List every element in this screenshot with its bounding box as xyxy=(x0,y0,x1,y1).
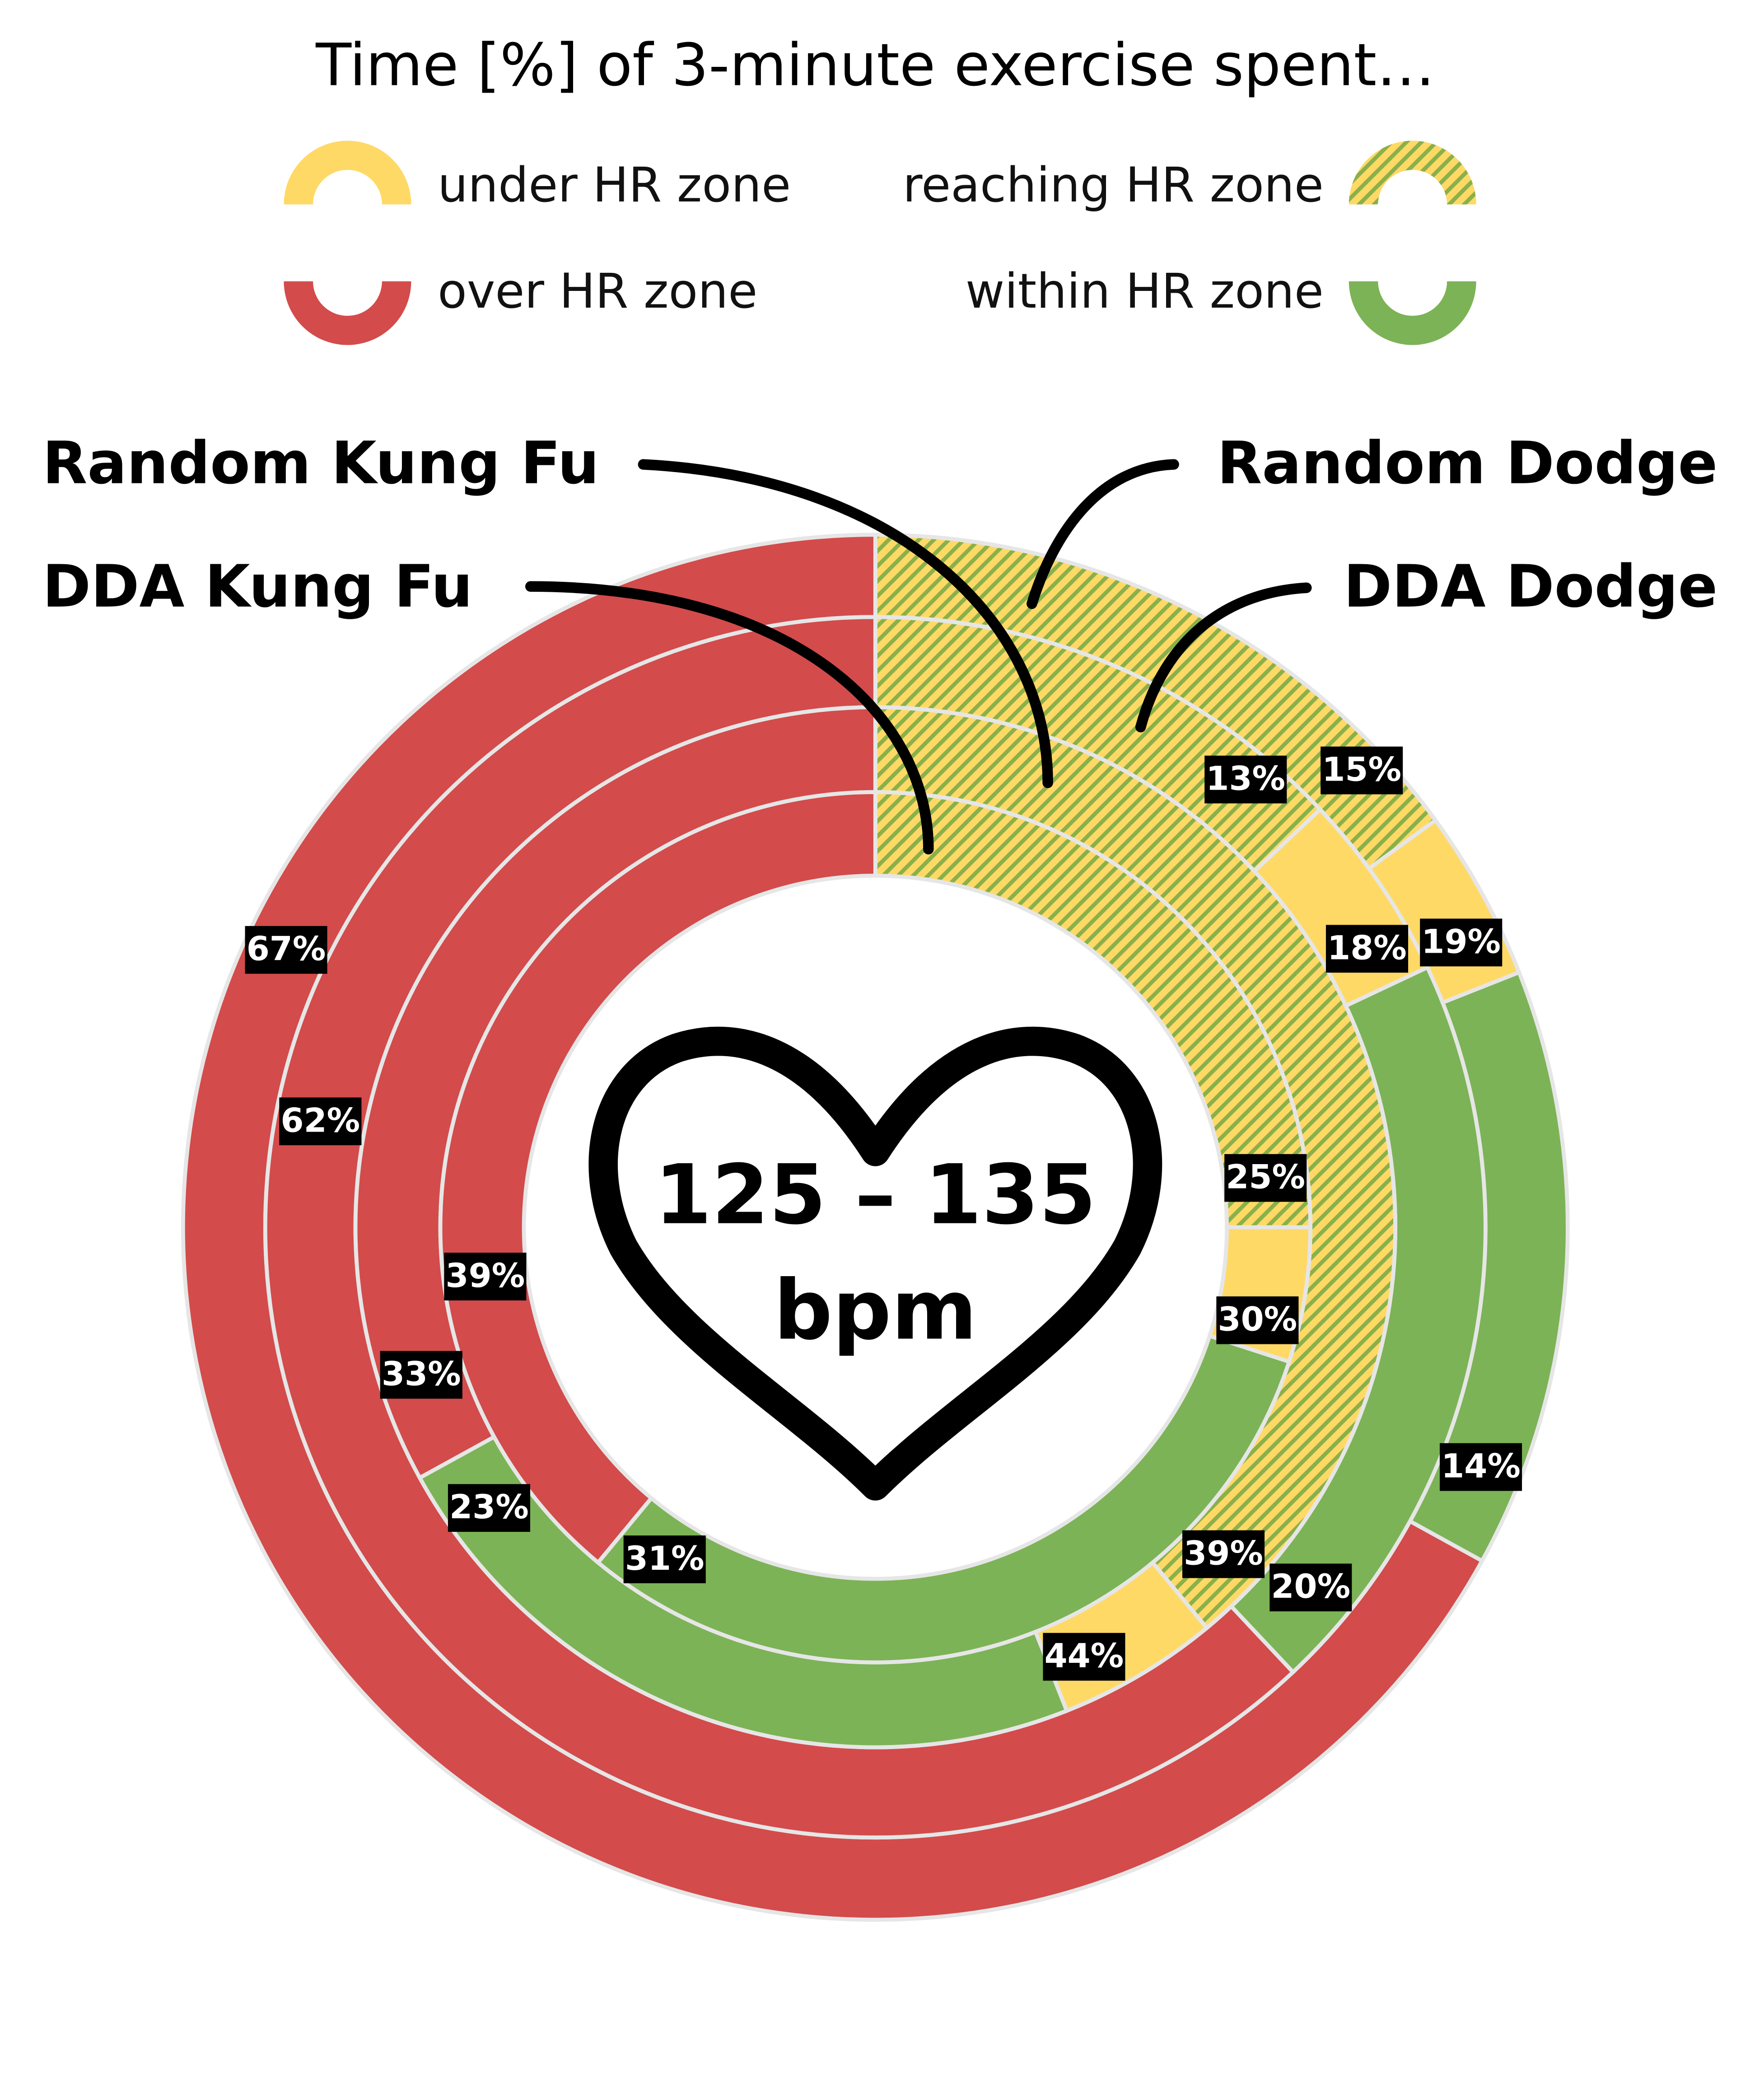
value-label-text: 44% xyxy=(1045,1637,1124,1675)
value-label-bg xyxy=(1325,925,1409,973)
legend-swatch xyxy=(1349,281,1476,345)
value-label-bg xyxy=(1043,1633,1125,1681)
legend-swatch xyxy=(284,281,411,345)
value-label-text: 20% xyxy=(1271,1568,1350,1606)
value-label-text: 19% xyxy=(1421,922,1501,961)
value-label-text: 13% xyxy=(1206,760,1285,798)
value-label-text: 31% xyxy=(625,1540,705,1578)
value-label-bg xyxy=(444,1253,527,1301)
value-label-text: 39% xyxy=(1184,1534,1263,1572)
value-label-bg xyxy=(448,1484,531,1532)
value-label-bg xyxy=(1224,1154,1307,1202)
value-label: 67% xyxy=(245,926,327,974)
callout-line xyxy=(1027,459,1179,609)
rings xyxy=(181,533,1570,1922)
value-label: 13% xyxy=(1204,755,1287,804)
value-label-bg xyxy=(1269,1563,1352,1612)
legend-label: within HR zone xyxy=(966,263,1324,319)
heart-icon xyxy=(588,1026,1162,1501)
callout-line xyxy=(1135,582,1312,733)
series-label: DDA Kung Fu xyxy=(42,553,473,621)
legend: under HR zone reaching HR zone over HR zon… xyxy=(284,140,1476,345)
value-label-text: 23% xyxy=(449,1488,529,1526)
center-label: 125 – 135 xyxy=(654,1147,1096,1243)
value-label-bg xyxy=(1440,1443,1522,1491)
value-label: 20% xyxy=(1269,1563,1352,1612)
value-label-text: 33% xyxy=(382,1355,461,1393)
value-label-text: 14% xyxy=(1441,1447,1521,1486)
legend-label: under HR zone xyxy=(438,157,791,213)
value-label: 15% xyxy=(1321,746,1403,795)
value-labels: 15% 19% 14% 67% 13% 18% 20% 62% 39% 44% 23% 33% 25% 3… xyxy=(245,746,1522,1681)
value-label-bg xyxy=(623,1535,706,1583)
value-label-text: 30% xyxy=(1218,1301,1297,1339)
value-label-bg xyxy=(1216,1296,1299,1344)
value-label-bg xyxy=(245,926,327,974)
legend-swatch xyxy=(284,140,411,205)
value-label-bg xyxy=(1204,755,1287,804)
value-label-text: 18% xyxy=(1327,929,1407,967)
callout-line xyxy=(638,459,1053,788)
value-label: 31% xyxy=(623,1535,706,1583)
legend-label: reaching HR zone xyxy=(903,157,1324,213)
value-label: 30% xyxy=(1216,1296,1299,1344)
value-label-text: 15% xyxy=(1322,750,1401,789)
value-label-text: 67% xyxy=(247,930,326,969)
ring-segment xyxy=(438,790,877,1566)
chart-title: Time [%] of 3-minute exercise spent… xyxy=(315,32,1435,99)
value-label-text: 62% xyxy=(281,1101,360,1140)
value-label-text: 39% xyxy=(446,1257,525,1295)
value-label: 14% xyxy=(1440,1443,1522,1491)
value-label-text: 25% xyxy=(1226,1158,1305,1197)
series-label: DDA Dodge xyxy=(1344,553,1717,621)
series-label: Random Kung Fu xyxy=(42,430,599,497)
value-label: 39% xyxy=(444,1253,527,1301)
value-label: 62% xyxy=(279,1097,362,1146)
legend-swatch xyxy=(1349,140,1476,205)
value-label: 19% xyxy=(1420,918,1503,967)
value-label-bg xyxy=(279,1097,362,1146)
legend-label: over HR zone xyxy=(438,263,757,319)
value-label-bg xyxy=(1182,1530,1265,1578)
value-label: 39% xyxy=(1182,1530,1265,1578)
center-unit: bpm xyxy=(774,1262,977,1358)
series-label: Random Dodge xyxy=(1217,430,1717,497)
value-label: 33% xyxy=(380,1351,462,1399)
value-label: 23% xyxy=(448,1484,531,1532)
value-label-bg xyxy=(1321,746,1403,795)
value-label: 44% xyxy=(1043,1633,1125,1681)
value-label-bg xyxy=(380,1351,462,1399)
value-label: 25% xyxy=(1224,1154,1307,1202)
callouts xyxy=(525,459,1312,855)
value-label: 18% xyxy=(1325,925,1409,973)
ring-segment xyxy=(595,1333,1292,1665)
callout-line xyxy=(525,581,934,855)
value-label-bg xyxy=(1420,918,1503,967)
